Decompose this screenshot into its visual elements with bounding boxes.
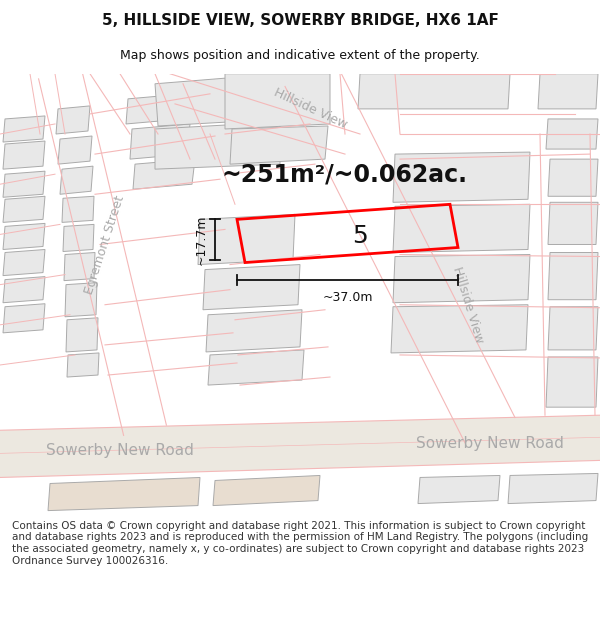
Text: ~37.0m: ~37.0m [322,291,373,304]
Polygon shape [0,415,600,478]
Polygon shape [548,202,598,244]
Polygon shape [203,264,300,310]
Polygon shape [3,304,45,333]
Polygon shape [391,305,528,353]
Polygon shape [546,119,598,149]
Polygon shape [230,126,328,164]
Polygon shape [538,74,598,109]
Polygon shape [548,307,598,350]
Polygon shape [546,357,598,407]
Polygon shape [62,196,94,222]
Polygon shape [66,318,98,352]
Polygon shape [548,159,598,196]
Polygon shape [393,204,530,252]
Polygon shape [206,310,302,352]
Polygon shape [213,476,320,506]
Polygon shape [60,166,93,194]
Polygon shape [225,74,330,129]
Polygon shape [130,124,190,159]
Text: Sowerby New Road: Sowerby New Road [416,436,564,451]
Polygon shape [58,136,92,164]
Polygon shape [3,116,45,142]
Text: ~17.7m: ~17.7m [194,214,208,265]
Polygon shape [198,214,295,264]
Polygon shape [3,141,45,169]
Polygon shape [63,224,94,251]
Polygon shape [418,476,500,504]
Text: Map shows position and indicative extent of the property.: Map shows position and indicative extent… [120,49,480,62]
Polygon shape [126,94,185,124]
Polygon shape [3,223,45,249]
Polygon shape [3,249,45,276]
Polygon shape [393,152,530,202]
Polygon shape [155,122,280,169]
Text: ~251m²/~0.062ac.: ~251m²/~0.062ac. [222,162,468,186]
Polygon shape [208,350,304,385]
Text: Hillside View: Hillside View [450,265,486,344]
Polygon shape [56,106,90,134]
Polygon shape [358,74,510,109]
Polygon shape [133,159,195,189]
Polygon shape [3,277,45,302]
Text: Sowerby New Road: Sowerby New Road [46,443,194,458]
Text: Contains OS data © Crown copyright and database right 2021. This information is : Contains OS data © Crown copyright and d… [12,521,588,566]
Polygon shape [65,282,97,317]
Text: 5: 5 [352,224,368,249]
Polygon shape [67,353,99,377]
Polygon shape [508,474,598,504]
Text: 5, HILLSIDE VIEW, SOWERBY BRIDGE, HX6 1AF: 5, HILLSIDE VIEW, SOWERBY BRIDGE, HX6 1A… [101,13,499,28]
Polygon shape [64,253,95,281]
Polygon shape [548,253,598,300]
Polygon shape [393,254,530,302]
Text: Egremont Street: Egremont Street [83,193,127,296]
Polygon shape [3,196,45,222]
Text: Hillside View: Hillside View [271,86,349,132]
Polygon shape [48,478,200,511]
Polygon shape [155,74,282,126]
Polygon shape [3,171,45,198]
